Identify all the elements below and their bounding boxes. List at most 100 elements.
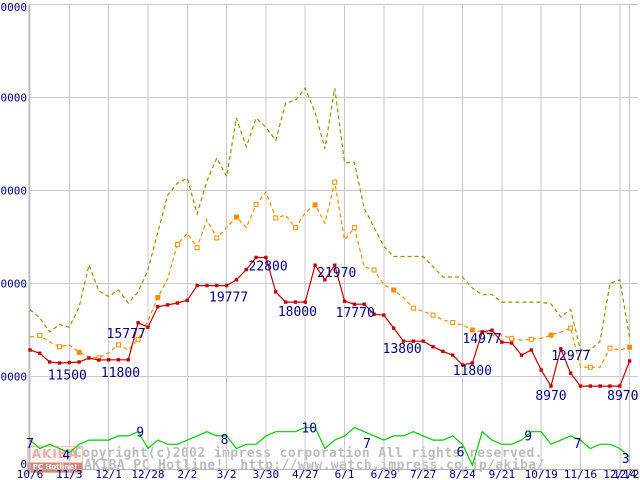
marker-average-price [469, 327, 475, 333]
marker-low-price [401, 339, 406, 343]
marker-low-price [539, 368, 543, 372]
marker-low-price [205, 283, 209, 288]
y-axis-tick-label: 50000 [0, 1, 27, 14]
marker-low-price [38, 351, 42, 355]
shop-count-label: 7 [574, 437, 582, 452]
marker-low-price [578, 384, 583, 388]
marker-average-price [627, 344, 633, 350]
marker-average-price [174, 241, 180, 247]
marker-low-price [588, 384, 593, 388]
marker-low-price [234, 278, 239, 282]
price-point-label: 22800 [249, 259, 288, 274]
price-point-label: 19777 [209, 291, 248, 306]
x-axis-tick-label: 11/16 [564, 468, 597, 480]
x-axis-tick-label: 8/24 [449, 468, 476, 480]
series-line-shop-count [29, 426, 630, 467]
shop-count-label: 7 [26, 437, 34, 452]
marker-low-price [264, 255, 268, 260]
marker-low-price [342, 299, 347, 303]
marker-low-price [28, 348, 32, 352]
marker-average-price [115, 342, 121, 348]
marker-low-price [126, 358, 130, 362]
marker-low-price [568, 371, 573, 375]
price-point-label: 13800 [383, 342, 422, 357]
marker-low-price [323, 278, 327, 282]
x-axis-tick-label: 10/6 [17, 468, 44, 480]
marker-average-price [292, 225, 298, 231]
marker-average-price [37, 333, 43, 339]
marker-low-price [470, 361, 475, 365]
x-axis-tick-label: 12/28 [131, 468, 164, 480]
marker-low-price [490, 328, 494, 332]
marker-average-price [155, 294, 161, 300]
shop-count-label: 9 [524, 430, 532, 445]
shop-count-label: 7 [363, 437, 371, 452]
marker-average-price [410, 305, 416, 311]
marker-low-price [382, 313, 386, 317]
marker-low-price [549, 384, 553, 388]
marker-low-price [313, 263, 317, 267]
y-axis-tick-label: 20000 [0, 278, 27, 291]
x-axis-tick-label: 2/2 [177, 468, 197, 480]
marker-low-price [97, 358, 101, 362]
marker-low-price [116, 358, 121, 362]
marker-average-price [194, 245, 200, 251]
marker-low-price [165, 303, 170, 307]
marker-average-price [391, 287, 397, 293]
y-axis-tick-label: 40000 [0, 92, 27, 105]
marker-average-price [253, 201, 259, 207]
marker-low-price [156, 305, 160, 309]
marker-low-price [195, 283, 199, 288]
price-point-label: 11500 [48, 369, 87, 384]
marker-low-price [106, 358, 111, 362]
marker-low-price [372, 312, 376, 316]
marker-low-price [529, 348, 534, 352]
marker-low-price [618, 384, 622, 388]
marker-low-price [57, 361, 62, 365]
price-point-label: 8970 [535, 389, 566, 404]
marker-average-price [509, 335, 515, 341]
marker-low-price [362, 302, 366, 306]
marker-low-price [460, 363, 465, 367]
marker-average-price [587, 364, 593, 370]
marker-low-price [175, 301, 180, 305]
marker-average-price [332, 179, 338, 185]
marker-low-price [244, 267, 248, 272]
marker-low-price [185, 298, 189, 302]
price-point-label: 14977 [462, 332, 501, 347]
y-axis-tick-label: 0 [20, 458, 27, 471]
marker-average-price [56, 344, 62, 350]
marker-low-price [431, 345, 435, 349]
marker-low-price [215, 283, 219, 288]
price-point-label: 8970 [607, 389, 638, 404]
marker-low-price [293, 300, 298, 304]
x-axis-tick-label: 6/1 [335, 468, 355, 480]
marker-low-price [146, 325, 150, 329]
x-axis-tick-label: 6/29 [371, 468, 398, 480]
marker-low-price [254, 255, 258, 260]
marker-low-price [333, 263, 337, 267]
x-axis-tick-label: 3/2 [217, 468, 237, 480]
marker-low-price [224, 283, 229, 288]
marker-low-price [519, 353, 524, 357]
marker-average-price [548, 332, 554, 338]
marker-low-price [627, 359, 632, 363]
marker-average-price [450, 320, 456, 326]
x-axis-tick-label: 11/3 [56, 468, 83, 480]
series-line-average-price [29, 181, 630, 368]
price-point-label: 11800 [453, 364, 492, 379]
marker-low-price [47, 360, 52, 364]
marker-low-price [441, 349, 445, 354]
shop-count-label: 9 [136, 426, 144, 441]
shop-count-label: 3 [622, 452, 630, 467]
price-point-label: 21970 [317, 266, 356, 281]
x-axis-tick-label: 10/19 [525, 468, 558, 480]
price-point-label: 11800 [101, 366, 140, 381]
shop-count-label: 8 [221, 433, 229, 448]
x-axis-tick-label: 7/27 [410, 468, 437, 480]
marker-low-price [283, 300, 288, 304]
marker-low-price [608, 384, 612, 388]
marker-average-price [312, 202, 318, 208]
